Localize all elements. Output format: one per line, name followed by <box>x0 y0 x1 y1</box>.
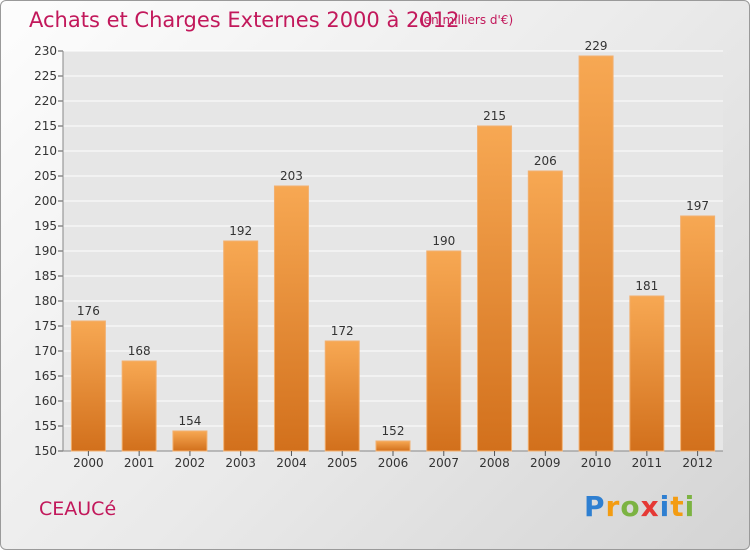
proxiti-logo[interactable]: Proxiti <box>584 490 695 523</box>
bar <box>578 55 614 452</box>
x-tick-label: 2004 <box>276 456 307 470</box>
x-tick-label: 2012 <box>682 456 713 470</box>
x-axis-ticks: 2000 2001 2002 2003 2004 2005 2006 2007 2008 2009… <box>73 451 713 470</box>
x-tick-label: 2010 <box>581 456 612 470</box>
y-tick-label: 195 <box>34 219 57 233</box>
bar-value-label: 168 <box>128 344 151 358</box>
bar-value-label: 192 <box>229 224 252 238</box>
bar <box>680 215 716 452</box>
y-tick-label: 175 <box>34 319 57 333</box>
bar-value-label: 203 <box>280 169 303 183</box>
x-tick-label: 2011 <box>632 456 663 470</box>
logo-letter: i <box>659 490 671 523</box>
bar <box>629 295 665 452</box>
bar <box>324 340 360 452</box>
logo-letter: x <box>640 490 660 523</box>
y-tick-label: 180 <box>34 294 57 308</box>
bar-value-label: 229 <box>585 39 608 53</box>
y-tick-label: 230 <box>34 44 57 58</box>
bar <box>70 320 106 452</box>
y-tick-label: 225 <box>34 69 57 83</box>
bar-value-label: 152 <box>382 424 405 438</box>
bar <box>375 440 411 452</box>
bars: 176 168 154 192 203 172 152 190 215 206 229 181 197 <box>70 39 716 452</box>
commune-name: CEAUCé <box>39 498 117 520</box>
bar <box>223 240 259 452</box>
bar <box>477 125 513 452</box>
y-tick-label: 155 <box>34 419 57 433</box>
bar <box>172 430 208 452</box>
bar <box>273 185 309 452</box>
bar-value-label: 181 <box>635 279 658 293</box>
logo-letter: P <box>584 490 606 523</box>
x-tick-label: 2003 <box>225 456 256 470</box>
logo-letter: o <box>620 490 641 523</box>
x-tick-label: 2002 <box>175 456 206 470</box>
y-tick-label: 215 <box>34 119 57 133</box>
y-tick-label: 185 <box>34 269 57 283</box>
y-tick-label: 210 <box>34 144 57 158</box>
y-tick-label: 220 <box>34 94 57 108</box>
x-tick-label: 2008 <box>479 456 510 470</box>
y-tick-label: 200 <box>34 194 57 208</box>
y-tick-label: 160 <box>34 394 57 408</box>
bar-value-label: 215 <box>483 109 506 123</box>
y-tick-label: 165 <box>34 369 57 383</box>
chart-title: Achats et Charges Externes 2000 à 2012 <box>29 8 460 32</box>
logo-letter: i <box>684 490 696 523</box>
y-tick-label: 150 <box>34 444 57 458</box>
bar <box>426 250 462 452</box>
bar <box>527 170 563 452</box>
bar-value-label: 197 <box>686 199 709 213</box>
x-tick-label: 2000 <box>73 456 104 470</box>
bar-value-label: 154 <box>178 414 201 428</box>
bar-value-label: 190 <box>432 234 455 248</box>
chart-unit: (en milliers d'€) <box>419 13 514 27</box>
bar <box>121 360 157 452</box>
y-tick-label: 170 <box>34 344 57 358</box>
x-tick-label: 2007 <box>428 456 459 470</box>
bar-value-label: 176 <box>77 304 100 318</box>
x-tick-label: 2005 <box>327 456 358 470</box>
x-tick-label: 2001 <box>124 456 155 470</box>
y-tick-label: 205 <box>34 169 57 183</box>
logo-letter: r <box>605 490 621 523</box>
x-tick-label: 2006 <box>378 456 409 470</box>
y-tick-label: 190 <box>34 244 57 258</box>
bar-value-label: 206 <box>534 154 557 168</box>
logo-letter: t <box>670 490 685 523</box>
bar-value-label: 172 <box>331 324 354 338</box>
x-tick-label: 2009 <box>530 456 561 470</box>
